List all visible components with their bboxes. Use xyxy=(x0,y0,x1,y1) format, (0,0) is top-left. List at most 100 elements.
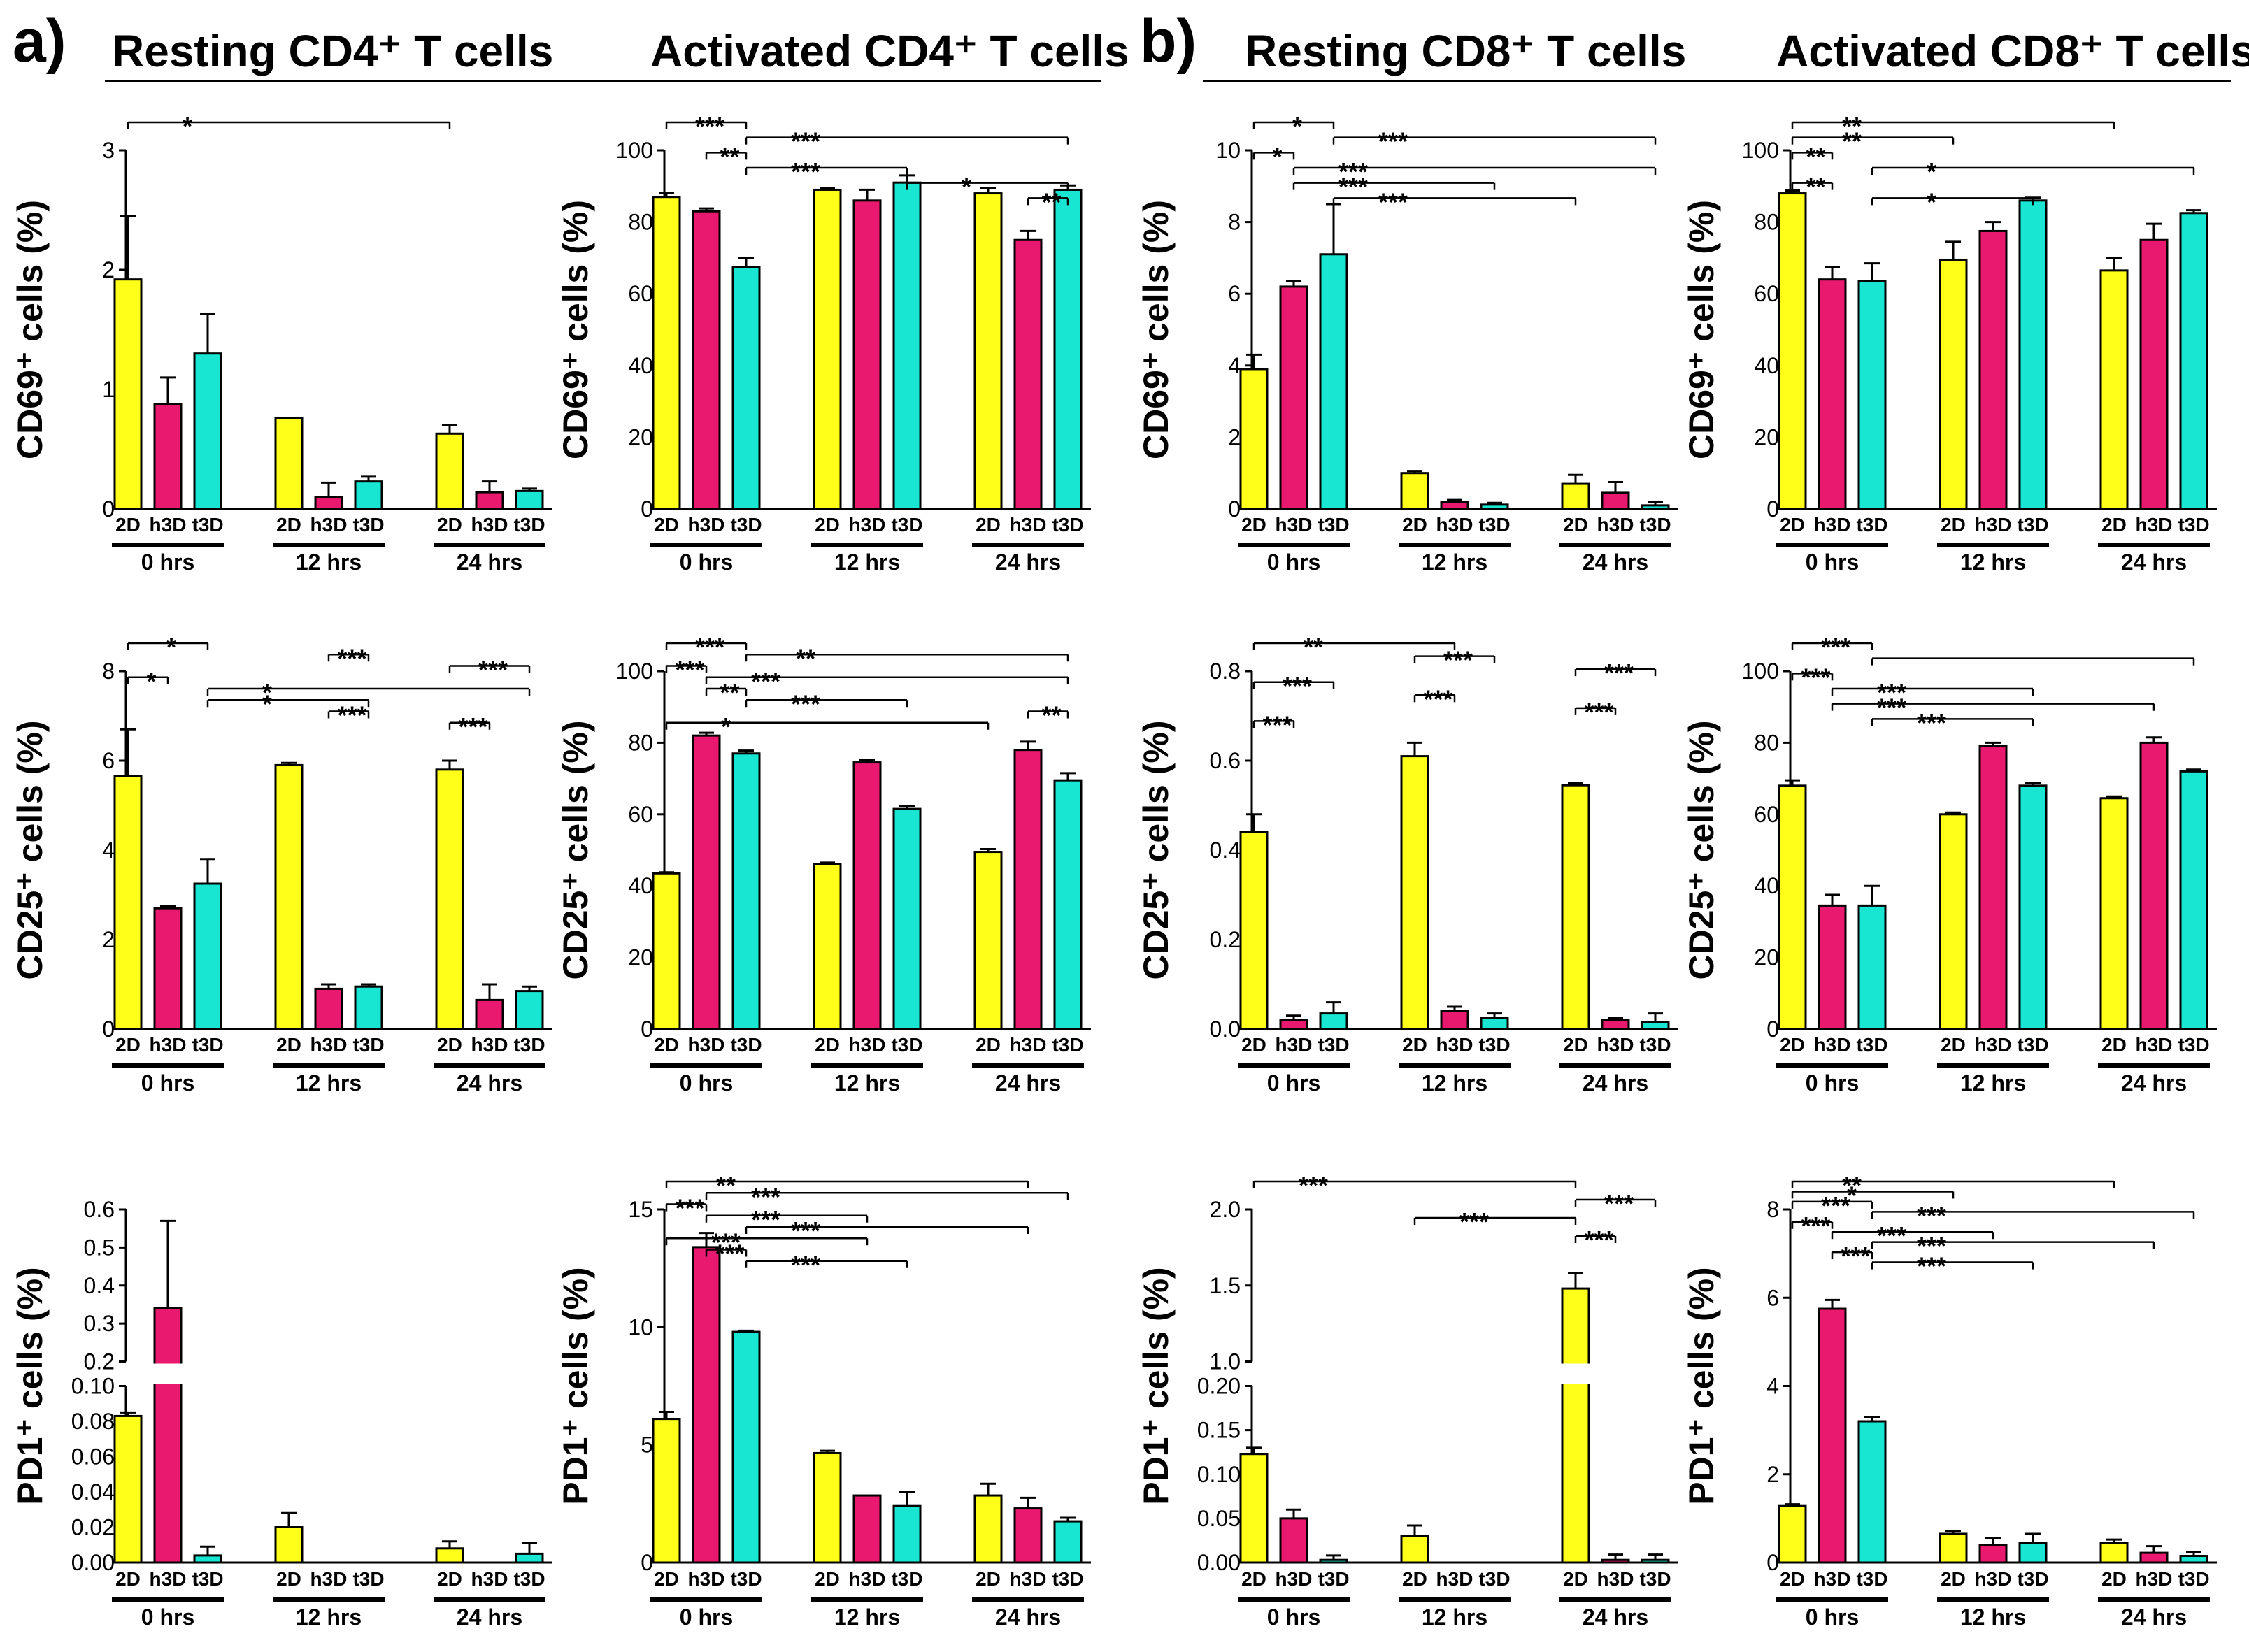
sig-label: *** xyxy=(751,1182,780,1211)
axis-break-gap xyxy=(127,1363,554,1384)
category-label: t3D xyxy=(513,1568,545,1590)
sig-label: * xyxy=(1927,187,1936,216)
category-label: h3D xyxy=(1814,514,1851,536)
category-label: 2D xyxy=(976,514,1001,536)
category-label: t3D xyxy=(891,1034,922,1056)
group-label: 0 hrs xyxy=(680,1070,733,1096)
bar-t3D-24hrs xyxy=(2179,212,2208,510)
sig-label: *** xyxy=(711,1228,741,1256)
bar-t3D-0hrs xyxy=(193,882,222,1030)
category-label: t3D xyxy=(1318,1568,1349,1590)
sig-label: *** xyxy=(1801,663,1830,691)
y-tick-label: 0.2 xyxy=(84,1349,115,1374)
category-label: h3D xyxy=(1814,1568,1851,1590)
category-label: 2D xyxy=(976,1034,1001,1056)
category-label: h3D xyxy=(471,514,508,536)
sig-label: *** xyxy=(791,1216,820,1245)
y-tick-label: 6 xyxy=(1766,1285,1779,1310)
y-tick-label: 0.10 xyxy=(1197,1462,1241,1487)
sig-label: *** xyxy=(751,667,780,696)
category-label: 2D xyxy=(115,1034,141,1056)
sig-label: * xyxy=(146,667,156,696)
bar-2D-0hrs xyxy=(1778,1504,1807,1564)
group-label: 24 hrs xyxy=(457,550,522,575)
category-label: 2D xyxy=(1402,1568,1427,1590)
bar-h3D-24hrs xyxy=(475,491,504,510)
group-label: 12 hrs xyxy=(834,1070,900,1096)
bar-t3D-24hrs xyxy=(1641,504,1670,510)
category-label: 2D xyxy=(2101,514,2127,536)
y-tick-label: 4 xyxy=(102,838,115,863)
sig-label: *** xyxy=(1299,1171,1328,1200)
y-tick-label: 0.6 xyxy=(1210,748,1241,773)
bar-t3D-0hrs xyxy=(731,266,761,510)
category-label: 2D xyxy=(1241,1034,1266,1056)
group-label: 12 hrs xyxy=(296,1604,362,1630)
y-tick-label: 1 xyxy=(102,377,115,402)
axis-break-gap xyxy=(1253,1363,1680,1384)
bar-h3D-12hrs xyxy=(314,496,343,510)
group-label: 24 hrs xyxy=(995,1070,1061,1096)
bar-t3D-0hrs xyxy=(1319,1558,1348,1564)
group-label: 24 hrs xyxy=(457,1604,522,1630)
group-label: 12 hrs xyxy=(1422,1604,1487,1630)
y-tick-label: 2 xyxy=(1766,1462,1779,1487)
bar-2D-24hrs xyxy=(435,768,464,1030)
sig-label: * xyxy=(166,633,176,661)
bar-2D-0hrs xyxy=(652,872,681,1030)
y-tick-label: 0.02 xyxy=(71,1515,115,1540)
category-label: h3D xyxy=(688,1034,725,1056)
group-label: 12 hrs xyxy=(1960,1070,2026,1096)
y-tick-label: 2 xyxy=(102,927,115,952)
category-label: 2D xyxy=(437,1034,462,1056)
bar-h3D-0hrs xyxy=(692,734,721,1030)
category-label: h3D xyxy=(1975,514,2012,536)
sig-label: *** xyxy=(1604,1189,1634,1218)
bar-h3D-24hrs xyxy=(1013,1507,1043,1564)
bar-2D-12hrs xyxy=(813,1451,842,1564)
sig-label: ** xyxy=(720,678,739,707)
y-axis-label: PD1⁺ cells (%) xyxy=(556,1267,595,1504)
y-tick-label: 6 xyxy=(102,748,115,773)
y-tick-label: 0 xyxy=(1228,496,1241,522)
bar-2D-0hrs xyxy=(113,1414,143,1564)
category-label: h3D xyxy=(849,1568,886,1590)
category-label: t3D xyxy=(891,1568,922,1590)
y-tick-label: 0.4 xyxy=(1210,838,1241,863)
sig-label: *** xyxy=(675,1194,704,1223)
y-tick-label: 3 xyxy=(102,138,115,163)
category-label: 2D xyxy=(1402,1034,1427,1056)
y-tick-label: 20 xyxy=(1754,424,1779,450)
y-tick-label: 0.4 xyxy=(84,1273,115,1298)
y-tick-label: 2 xyxy=(1228,424,1241,450)
category-label: 2D xyxy=(276,1568,301,1590)
bar-t3D-0hrs xyxy=(1857,280,1887,510)
sig-label: *** xyxy=(791,157,820,186)
group-label: 12 hrs xyxy=(296,550,362,575)
bar-h3D-0hrs xyxy=(153,403,183,510)
bar-t3D-0hrs xyxy=(1319,1012,1348,1030)
sig-label: *** xyxy=(1443,646,1473,675)
category-label: t3D xyxy=(891,514,922,536)
y-tick-label: 0.00 xyxy=(1197,1550,1241,1575)
sig-label: * xyxy=(1927,157,1936,186)
category-label: h3D xyxy=(310,1034,348,1056)
column-title-resting-cd8: Resting CD8⁺ T cells xyxy=(1245,26,1686,76)
category-label: t3D xyxy=(513,1034,545,1056)
bar-t3D-0hrs xyxy=(731,1330,761,1564)
category-label: 2D xyxy=(1563,1568,1588,1590)
sig-label: *** xyxy=(1423,684,1452,713)
y-tick-label: 0.00 xyxy=(71,1550,115,1575)
category-label: 2D xyxy=(1780,1568,1805,1590)
sig-label: * xyxy=(1847,1181,1857,1209)
y-tick-label: 2.0 xyxy=(1210,1197,1241,1222)
y-tick-label: 15 xyxy=(628,1197,653,1222)
group-label: 24 hrs xyxy=(1583,1070,1648,1096)
bar-2D-12hrs xyxy=(1400,472,1429,510)
bar-h3D-12hrs xyxy=(1440,501,1469,510)
group-label: 12 hrs xyxy=(1422,1070,1487,1096)
